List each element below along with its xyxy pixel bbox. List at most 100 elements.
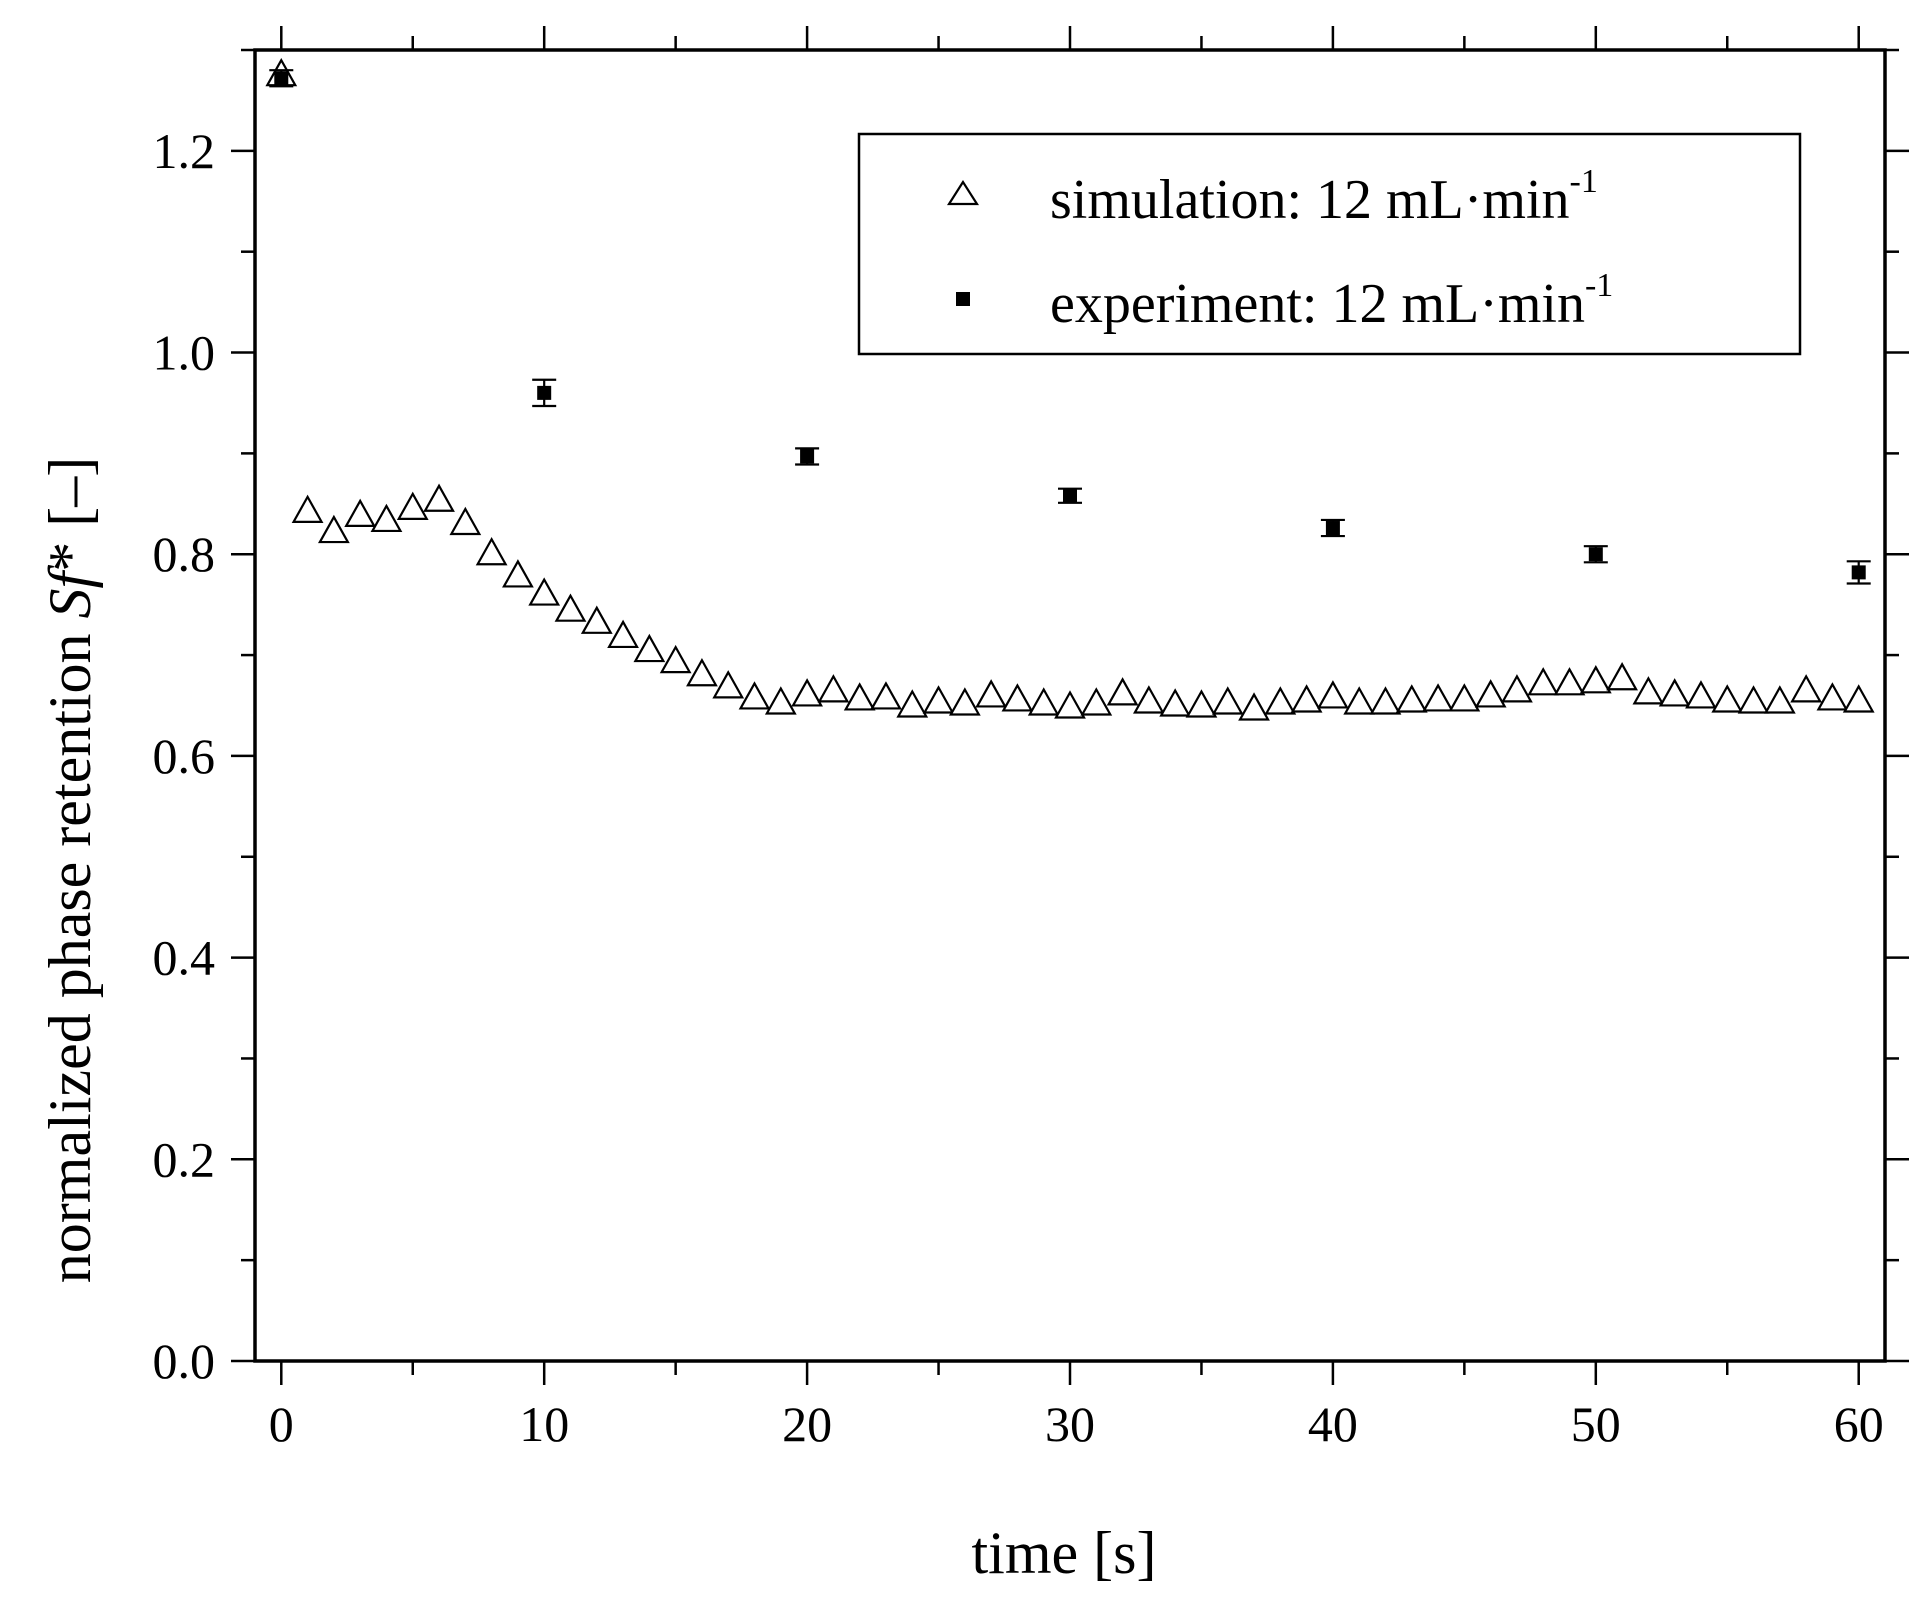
legend-marker-experiment: [956, 292, 970, 306]
x-axis-label: time [s]: [972, 1520, 1157, 1586]
y-axis-label-suffix: * [–]: [37, 457, 103, 572]
experiment-point: [537, 385, 552, 400]
experiment-point: [1063, 488, 1077, 503]
y-axis-label-symbol: Sf: [37, 564, 103, 618]
legend-marker-simulation: [946, 179, 980, 206]
simulation-point: [922, 685, 955, 714]
simulation-series: [265, 57, 1875, 721]
experiment-point: [274, 71, 289, 86]
simulation-point: [317, 514, 350, 544]
simulation-point: [607, 619, 639, 649]
simulation-point: [1343, 686, 1376, 715]
simulation-point: [1553, 667, 1586, 696]
y-tick-label: 0.4: [153, 930, 216, 986]
experiment-point: [1588, 547, 1603, 562]
simulation-point: [344, 498, 377, 528]
x-tick-label: 60: [1834, 1396, 1884, 1452]
simulation-point: [843, 682, 876, 711]
simulation-point: [449, 506, 482, 536]
axes: 0 10 20 30 40 50 60 0.0 0.2 0.4 0.6 0.8 1.0 1.2: [153, 26, 1909, 1452]
simulation-point: [1211, 686, 1244, 715]
simulation-point: [1606, 662, 1638, 691]
simulation-point: [554, 593, 587, 622]
simulation-point: [1842, 684, 1875, 713]
x-tick-label: 20: [782, 1396, 832, 1452]
simulation-point: [1790, 674, 1823, 703]
simulation-point: [291, 494, 324, 523]
simulation-point: [817, 674, 850, 703]
legend-label-experiment-sup: -1: [1585, 267, 1613, 304]
simulation-point: [1132, 685, 1165, 714]
simulation-point: [580, 605, 613, 634]
y-axis-label-prefix: normalized phase retention: [37, 618, 103, 1283]
x-tick-label: 40: [1308, 1396, 1358, 1452]
simulation-point: [1185, 689, 1218, 718]
x-tick-label: 10: [519, 1396, 569, 1452]
simulation-point: [1238, 692, 1270, 721]
simulation-point: [423, 483, 455, 512]
legend: simulation: 12 mL·min-1 experiment: 12 m…: [857, 132, 1802, 356]
simulation-point: [502, 559, 534, 588]
simulation-point: [1264, 686, 1297, 715]
simulation-point: [1763, 685, 1796, 714]
x-tick-label: 30: [1045, 1396, 1095, 1452]
y-tick-label: 1.0: [153, 325, 216, 381]
y-tick-label: 0.8: [153, 526, 216, 582]
simulation-point: [1369, 686, 1402, 715]
simulation-point: [1816, 682, 1849, 711]
simulation-point: [948, 687, 981, 716]
simulation-point: [633, 633, 666, 663]
simulation-point: [896, 689, 929, 718]
simulation-point: [659, 644, 692, 674]
simulation-point: [528, 577, 561, 606]
simulation-point: [1685, 680, 1717, 709]
simulation-point: [1448, 683, 1481, 712]
experiment-point: [1325, 521, 1340, 536]
x-tick-label: 0: [269, 1396, 294, 1452]
simulation-point: [975, 679, 1008, 708]
simulation-point: [791, 678, 823, 707]
legend-label-experiment-text: experiment: 12 mL·min: [1050, 273, 1585, 335]
y-tick-label: 0.6: [153, 728, 216, 784]
simulation-point: [686, 657, 718, 687]
y-tick-label: 0.2: [153, 1131, 216, 1187]
legend-label-simulation: simulation: 12 mL·min-1: [1050, 163, 1598, 231]
simulation-point: [764, 686, 797, 715]
simulation-point: [475, 536, 508, 566]
legend-label-simulation-sup: -1: [1570, 163, 1598, 200]
simulation-point: [1527, 667, 1560, 696]
simulation-point: [396, 491, 429, 520]
simulation-point: [1159, 688, 1192, 717]
legend-box: [857, 132, 1802, 356]
simulation-point: [1422, 683, 1454, 712]
simulation-point: [738, 681, 771, 710]
simulation-point: [870, 681, 902, 710]
simulation-point: [1501, 674, 1533, 703]
simulation-point: [1474, 679, 1507, 708]
experiment-point: [800, 449, 815, 464]
legend-label-experiment: experiment: 12 mL·min-1: [1050, 267, 1613, 335]
y-tick-label: 1.2: [153, 123, 216, 179]
simulation-point: [1632, 676, 1665, 705]
y-axis-label: normalized phase retention Sf* [–]: [37, 457, 103, 1283]
simulation-point: [1711, 684, 1744, 713]
simulation-point: [1579, 665, 1612, 694]
experiment-series: [269, 69, 1871, 585]
simulation-point: [1054, 690, 1086, 719]
simulation-point: [1395, 684, 1428, 713]
legend-label-simulation-text: simulation: 12 mL·min: [1050, 169, 1570, 231]
simulation-point: [1001, 683, 1034, 712]
simulation-point: [1080, 687, 1113, 716]
y-tick-label: 0.0: [153, 1333, 216, 1389]
simulation-point: [1658, 678, 1691, 707]
simulation-point: [712, 670, 745, 699]
x-tick-label: 50: [1571, 1396, 1621, 1452]
simulation-point: [1317, 680, 1349, 709]
simulation-point: [1027, 687, 1060, 716]
simulation-point: [1290, 684, 1323, 713]
experiment-point: [1851, 565, 1866, 580]
simulation-point: [370, 503, 403, 533]
simulation-point: [1737, 685, 1770, 714]
simulation-point: [1106, 677, 1139, 706]
